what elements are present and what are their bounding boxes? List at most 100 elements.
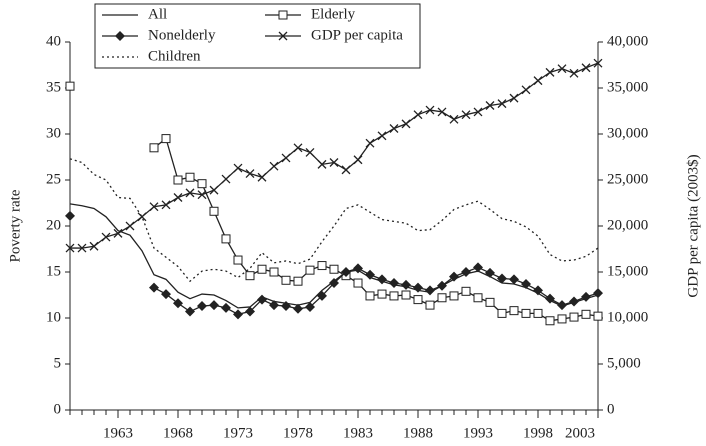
marker-square — [593, 311, 603, 321]
legend-label: All — [148, 6, 167, 22]
marker-x — [77, 243, 87, 253]
x-tick-label: 1968 — [163, 425, 193, 441]
marker-x — [113, 228, 123, 238]
y-tick-label: 10 — [46, 309, 61, 325]
x-tick-label: 1993 — [463, 425, 493, 441]
marker-x — [257, 172, 267, 182]
marker-diamond — [161, 289, 171, 300]
marker-x — [329, 158, 339, 167]
marker-x — [413, 110, 423, 120]
marker-diamond — [545, 293, 555, 304]
marker-x — [89, 241, 99, 251]
marker-square — [65, 81, 75, 91]
marker-diamond — [329, 278, 339, 289]
marker-diamond — [377, 274, 387, 285]
marker-diamond — [257, 294, 267, 305]
marker-x — [317, 159, 327, 169]
marker-x — [497, 99, 507, 109]
marker-square — [449, 291, 459, 301]
marker-square — [329, 264, 339, 274]
marker-diamond — [281, 301, 291, 312]
marker-diamond — [533, 285, 543, 296]
marker-x — [305, 147, 315, 157]
marker-square — [545, 316, 555, 326]
marker-diamond — [293, 303, 303, 314]
marker-square — [245, 271, 255, 281]
marker-diamond — [449, 271, 459, 282]
marker-x — [461, 110, 471, 120]
marker-x — [449, 114, 459, 124]
series-line — [153, 266, 599, 316]
marker-diamond — [593, 288, 603, 299]
marker-x — [101, 232, 111, 242]
y-tick-label: 0 — [54, 401, 62, 417]
y2-tick-label: 30,000 — [607, 125, 648, 141]
marker-square — [497, 308, 507, 318]
y2-tick-label: 20,000 — [607, 217, 648, 233]
marker-diamond — [401, 279, 411, 290]
marker-diamond — [185, 306, 195, 317]
marker-square — [161, 134, 171, 144]
marker-diamond — [389, 278, 399, 289]
marker-x — [593, 58, 603, 68]
marker-square — [233, 255, 243, 265]
marker-diamond — [557, 300, 567, 311]
marker-x — [197, 190, 207, 200]
marker-x — [149, 202, 159, 212]
marker-diamond — [245, 306, 255, 317]
marker-x — [581, 63, 591, 73]
marker-square — [209, 206, 219, 216]
marker-diamond — [485, 267, 495, 278]
marker-square — [473, 293, 483, 303]
legend-marker — [278, 31, 288, 41]
legend-marker — [115, 31, 125, 41]
y2-axis-label: GDP per capita (2003$) — [685, 154, 701, 297]
marker-diamond — [269, 300, 279, 311]
marker-x — [245, 169, 255, 179]
marker-x — [353, 155, 363, 165]
marker-square — [197, 179, 207, 189]
x-tick-label: 1988 — [403, 425, 433, 441]
y2-tick-label: 40,000 — [607, 33, 648, 49]
marker-diamond — [461, 267, 471, 277]
marker-diamond — [497, 273, 507, 284]
marker-square — [533, 308, 543, 318]
legend-marker — [278, 10, 288, 20]
axis-frame — [69, 42, 599, 411]
marker-diamond — [65, 210, 75, 221]
marker-x — [161, 200, 171, 210]
marker-diamond — [569, 296, 579, 307]
marker-square — [461, 286, 471, 296]
marker-x — [485, 101, 495, 110]
marker-diamond — [317, 290, 327, 301]
y2-tick-label: 15,000 — [607, 263, 648, 279]
marker-square — [281, 275, 291, 285]
marker-x — [341, 165, 351, 175]
legend-label: Nonelderly — [148, 27, 216, 43]
legend-box — [94, 3, 421, 69]
marker-x — [233, 163, 243, 173]
marker-diamond — [197, 301, 207, 312]
marker-square — [425, 300, 435, 310]
marker-x — [125, 221, 135, 231]
marker-diamond — [353, 263, 363, 274]
marker-square — [149, 143, 159, 153]
marker-x — [437, 107, 447, 117]
y2-tick-label: 0 — [607, 401, 615, 417]
marker-x — [377, 131, 387, 141]
marker-x — [173, 193, 183, 202]
x-tick-label: 1963 — [103, 425, 133, 441]
series-line — [69, 158, 599, 283]
marker-x — [545, 67, 555, 77]
marker-square — [221, 234, 231, 244]
marker-diamond — [581, 291, 591, 302]
y-tick-label: 5 — [54, 355, 62, 371]
marker-square — [401, 290, 411, 300]
y-tick-label: 25 — [46, 171, 61, 187]
marker-square — [437, 293, 447, 303]
marker-x — [509, 93, 519, 103]
marker-diamond — [509, 274, 519, 285]
y-tick-label: 35 — [46, 79, 61, 95]
marker-x — [269, 161, 279, 171]
